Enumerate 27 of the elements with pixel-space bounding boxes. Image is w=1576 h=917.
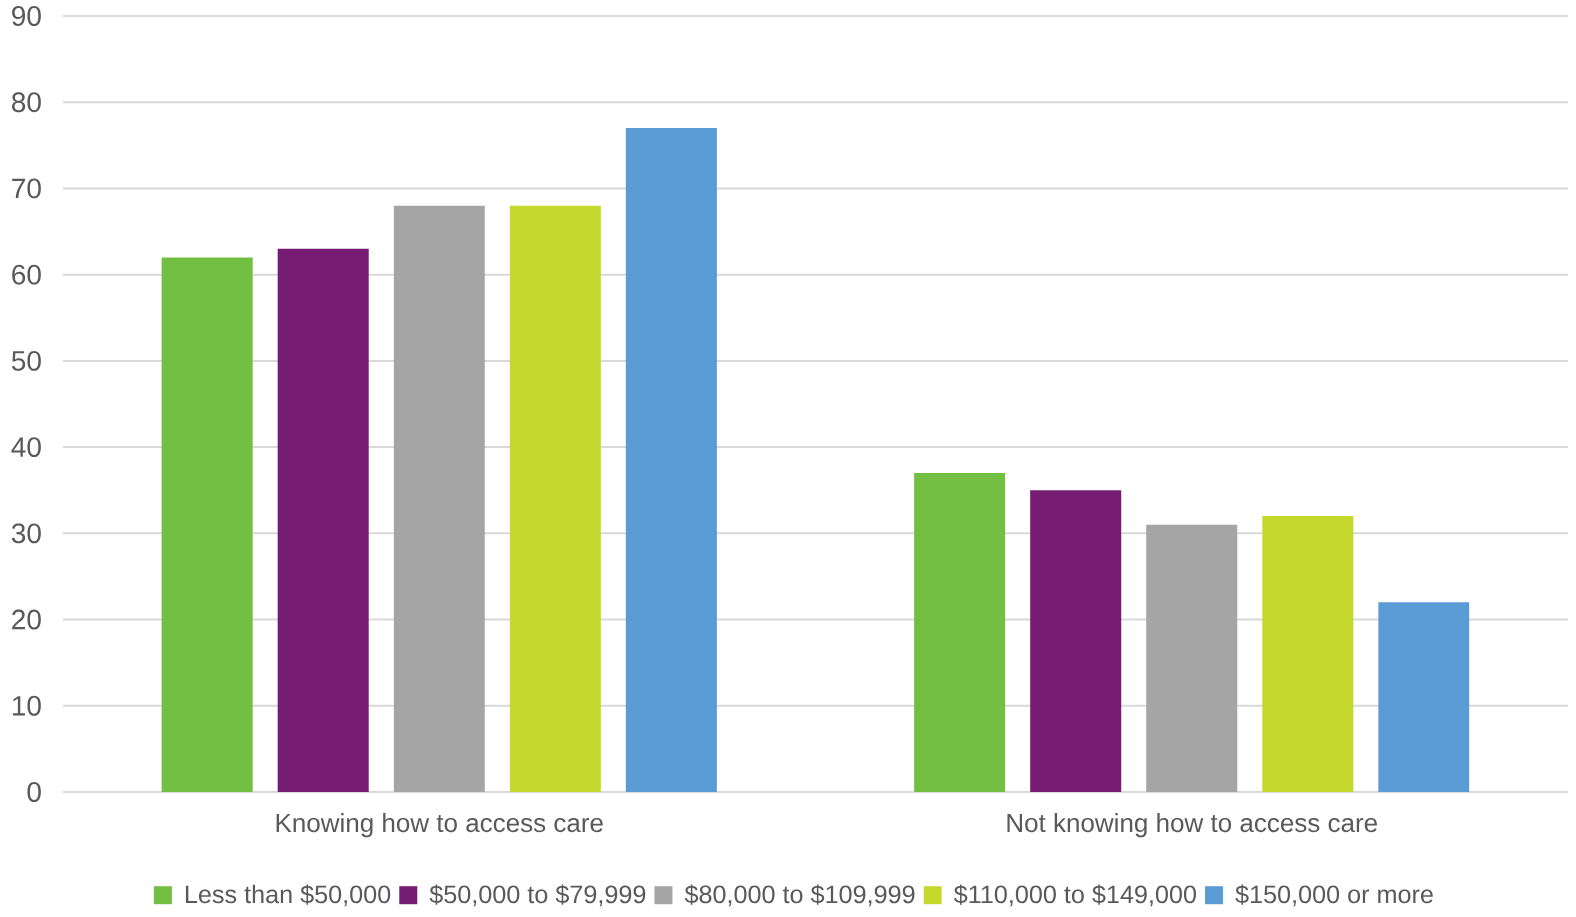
x-tick-label: Not knowing how to access care bbox=[1007, 813, 1377, 838]
y-tick-label: 50 bbox=[11, 350, 41, 371]
y-tick-label: 60 bbox=[12, 264, 41, 285]
y-tick-label: 10 bbox=[12, 695, 41, 716]
bar bbox=[509, 205, 601, 792]
y-tick-label: 30 bbox=[11, 523, 41, 544]
y-tick-label: 0 bbox=[27, 782, 41, 802]
y-tick-label: 40 bbox=[11, 437, 41, 458]
bar bbox=[1146, 524, 1238, 792]
bar bbox=[914, 472, 1006, 792]
bar bbox=[1262, 516, 1354, 792]
bar bbox=[277, 248, 369, 792]
bar bbox=[625, 128, 717, 792]
bar bbox=[1378, 602, 1470, 792]
bar bbox=[393, 205, 485, 792]
legend-label: $50,000 to $79,999 bbox=[429, 884, 646, 907]
legend-label: Less than $50,000 bbox=[185, 884, 391, 907]
y-tick-label: 90 bbox=[12, 6, 41, 26]
legend-label: $80,000 to $109,999 bbox=[684, 884, 915, 907]
y-tick-label: 70 bbox=[12, 178, 41, 199]
legend-label: $110,000 to $149,000 bbox=[953, 884, 1196, 907]
x-tick-label: Knowing how to access care bbox=[276, 813, 603, 838]
bar bbox=[1030, 490, 1122, 792]
y-tick-label: 20 bbox=[12, 609, 41, 630]
legend-label: $150,000 or more bbox=[1235, 884, 1433, 907]
bar bbox=[161, 257, 253, 792]
y-tick-label: 80 bbox=[12, 92, 41, 113]
